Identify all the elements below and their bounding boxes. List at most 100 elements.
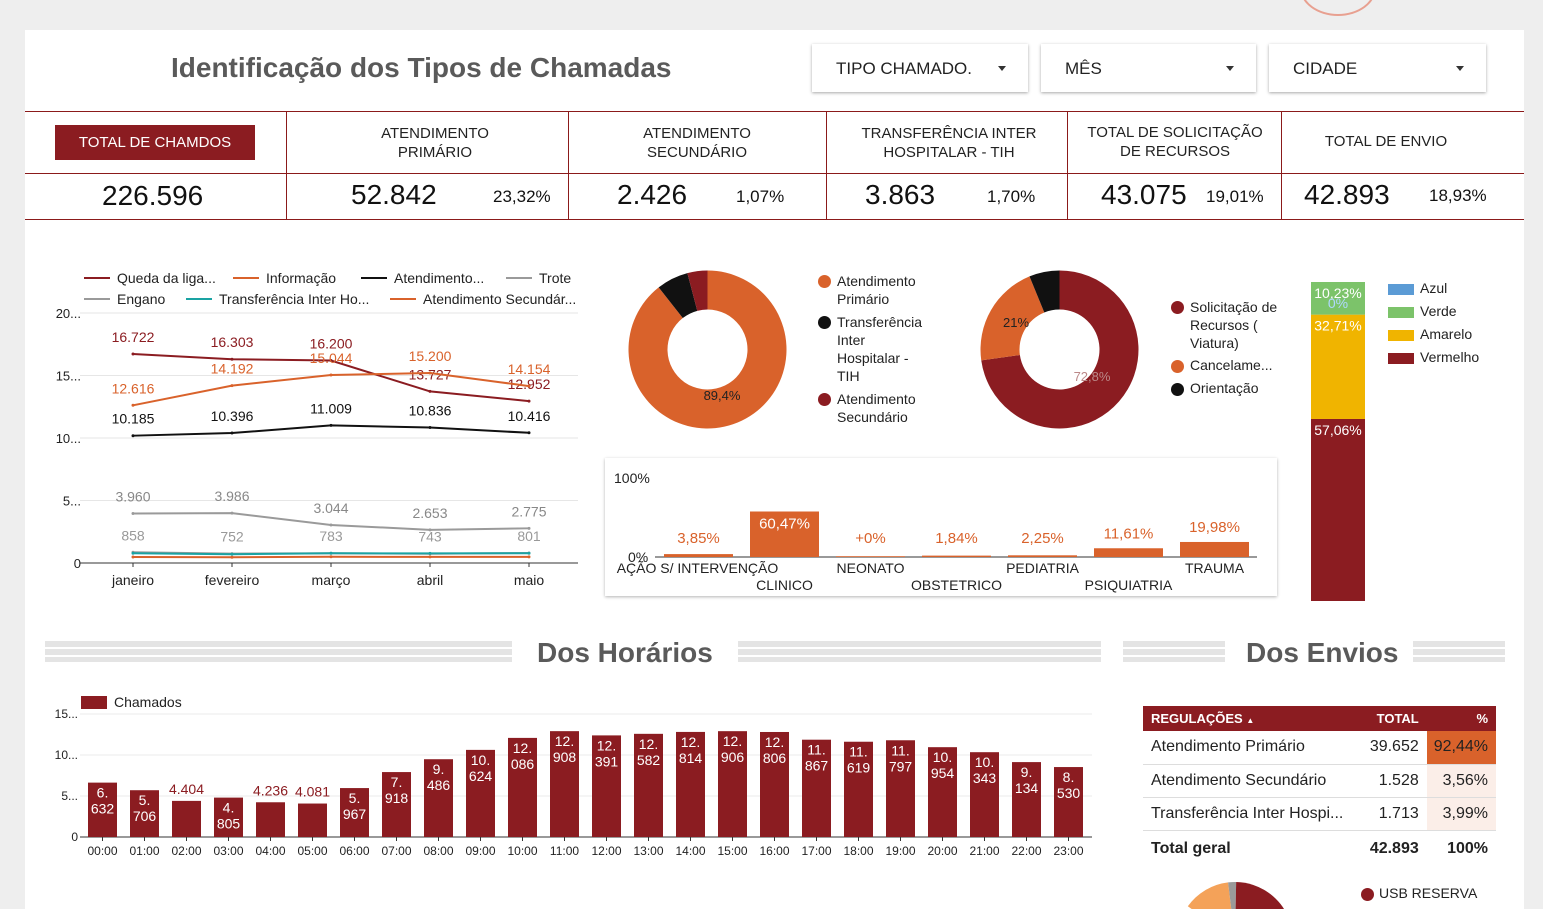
- data-point: [527, 431, 531, 435]
- legend-label-1: Informação: [266, 270, 336, 286]
- y-tick-label: 100%: [614, 470, 650, 486]
- data-point: [131, 352, 135, 356]
- data-label: 624: [469, 768, 493, 784]
- data-label: 12.: [765, 734, 784, 750]
- data-label: 12.: [639, 736, 658, 752]
- data-label: 12.616: [112, 380, 155, 396]
- table-row: Atendimento Secundário 1.528 3,56%: [1143, 764, 1496, 797]
- hour-bar: [592, 735, 621, 837]
- donut-slice-2: [1029, 270, 1060, 313]
- slice-label: 89,4%: [704, 388, 741, 403]
- data-point: [527, 384, 531, 388]
- hour-bar: [466, 749, 495, 837]
- data-label: 486: [427, 777, 451, 793]
- pie-slice-usb-reserva: [1235, 882, 1284, 909]
- section-title-horarios: Dos Horários: [537, 637, 713, 668]
- kpi-total-chamados-label: TOTAL DE CHAMDOS: [78, 134, 232, 151]
- x-tick-label: 22:00: [1011, 844, 1041, 858]
- donut-chart-atendimento: 89,4%: [628, 270, 787, 429]
- legend-label: Solicitação de Recursos ( Viatura): [1190, 299, 1278, 351]
- y-tick-label: 15...: [55, 707, 78, 721]
- table-row: Transferência Inter Hospi... 1.713 3,99%: [1143, 797, 1496, 830]
- data-label: 4.081: [295, 784, 330, 800]
- table-cell: 1.713: [1378, 804, 1419, 822]
- x-tick-label: 04:00: [255, 844, 285, 858]
- table-cell: Transferência Inter Hospi...: [1151, 804, 1344, 822]
- kpi-primario-pct: 23,32%: [493, 187, 551, 206]
- legend-label: Azul: [1420, 280, 1448, 296]
- y-tick-label: 15...: [56, 369, 81, 384]
- page-title: Identificação dos Tipos de Chamadas: [171, 52, 672, 83]
- category-bar: [922, 555, 991, 557]
- data-label: 2.775: [511, 503, 546, 519]
- data-label: 12.952: [508, 376, 551, 392]
- x-tick-label: abril: [417, 572, 443, 588]
- x-tick-label: OBSTETRICO: [911, 577, 1002, 593]
- legend-solicitacao-recursos: Solicitação de Recursos ( Viatura): [1171, 298, 1290, 352]
- category-bar: [1094, 548, 1163, 557]
- data-label: 1,84%: [935, 530, 978, 547]
- x-tick-label: 02:00: [171, 844, 201, 858]
- hour-bar: [256, 802, 285, 837]
- table-cell: 100%: [1447, 840, 1488, 858]
- x-tick-label: 09:00: [465, 844, 495, 858]
- x-tick-label: TRAUMA: [1185, 560, 1245, 576]
- data-label: 9.: [433, 761, 445, 777]
- line-chart-chamados: Queda da liga... Informação Atendimento...…: [56, 270, 578, 588]
- legend-label-5: Transferência Inter Ho...: [219, 291, 369, 307]
- data-point: [230, 384, 234, 388]
- stack-label: 32,71%: [1314, 318, 1361, 334]
- bar-chart-categorias: 100% 0% 3,85% AÇÃO S/ INTERVENÇÃO 60,47% CLIN…: [614, 470, 1257, 593]
- kpi-secundario-pct: 1,07%: [736, 187, 785, 206]
- filter-tipo-chamado[interactable]: TIPO CHAMADO.: [812, 44, 1028, 92]
- x-tick-label: 23:00: [1053, 844, 1083, 858]
- kpi-primario-value: 52.842: [351, 179, 437, 210]
- data-label: 918: [385, 790, 409, 806]
- chevron-down-icon: [1226, 66, 1234, 71]
- donut-slice-2: [687, 270, 708, 311]
- filter-mes[interactable]: MÊS: [1041, 44, 1256, 92]
- hour-bar: [634, 733, 663, 837]
- data-label: 4.404: [169, 781, 204, 797]
- stack-label: 0%: [1328, 295, 1348, 311]
- hour-bar: [760, 731, 789, 837]
- x-tick-label: 20:00: [927, 844, 957, 858]
- data-label: 706: [133, 808, 157, 824]
- x-tick-label: janeiro: [111, 572, 154, 588]
- table-cell: 1.528: [1378, 771, 1419, 789]
- stack-label: 57,06%: [1314, 422, 1361, 438]
- data-label: 530: [1057, 785, 1081, 801]
- x-tick-label: 06:00: [339, 844, 369, 858]
- filter-cidade[interactable]: CIDADE: [1269, 44, 1486, 92]
- data-point: [428, 426, 432, 430]
- legend-label: Atendimento Primário: [837, 273, 916, 307]
- donut-chart-recursos: 72,8% 21%: [980, 270, 1139, 429]
- column-header-pct[interactable]: %: [1427, 706, 1496, 731]
- table-footer-row: Total geral 42.893 100%: [1143, 830, 1496, 868]
- kpi-total-chamados-value: 226.596: [102, 180, 204, 211]
- legend-usb-reserva: USB RESERVA: [1361, 885, 1477, 901]
- x-tick-label: fevereiro: [205, 572, 260, 588]
- legend-label-4: Engano: [117, 291, 165, 307]
- hour-bar: [676, 731, 705, 837]
- data-point: [230, 431, 234, 435]
- y-tick-label: 10...: [56, 431, 81, 446]
- data-point: [527, 551, 531, 555]
- legend-label: Amarelo: [1420, 326, 1473, 342]
- filter-tipo-chamado-label: TIPO CHAMADO.: [836, 59, 973, 78]
- data-label: 4.: [223, 800, 235, 816]
- series-line-2: [132, 424, 530, 437]
- kpi-tih-pct: 1,70%: [987, 187, 1036, 206]
- table-cell: 42.893: [1369, 840, 1419, 858]
- data-label: 5.: [349, 790, 361, 806]
- column-header-regulacoes[interactable]: REGULAÇÕES ▲: [1143, 706, 1363, 731]
- column-header-total[interactable]: TOTAL: [1363, 706, 1426, 731]
- legend-dot: [818, 275, 831, 288]
- legend-dot: [1171, 382, 1184, 396]
- hour-bar: [172, 800, 201, 837]
- data-label: 14.192: [211, 361, 254, 377]
- data-label: 16.303: [211, 334, 254, 350]
- data-label: 783: [319, 528, 343, 544]
- x-tick-label: NEONATO: [837, 560, 905, 576]
- x-tick-label: 03:00: [213, 844, 243, 858]
